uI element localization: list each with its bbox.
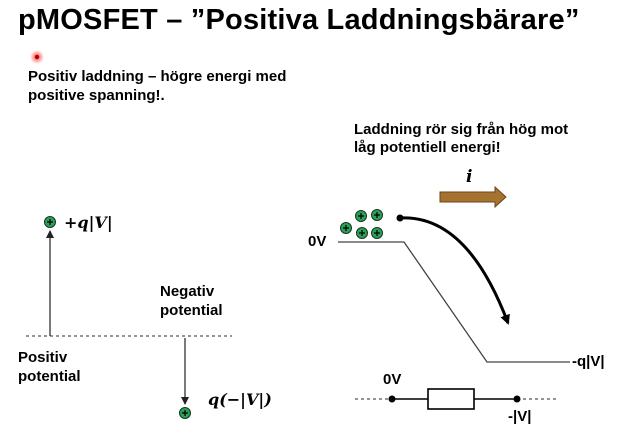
potential-level-line xyxy=(338,241,570,363)
negative-label-line-1: Negativ xyxy=(160,283,215,300)
bottom-level-label: -q|V| xyxy=(572,353,605,370)
charge-icon xyxy=(340,222,352,234)
pointer-dot xyxy=(30,50,44,64)
negative-label-line-2: potential xyxy=(160,302,223,319)
charge-icon xyxy=(371,227,383,239)
intro-line-2: positive spanning!. xyxy=(28,87,165,104)
bottom-charge-icon xyxy=(179,407,191,419)
resistor-circuit xyxy=(355,388,556,410)
node-left xyxy=(388,395,396,403)
right-note-line-2: låg potentiell energi! xyxy=(354,139,501,156)
resistor-icon xyxy=(427,388,475,410)
current-symbol: i xyxy=(466,167,473,187)
top-level-label: 0V xyxy=(308,233,327,250)
motion-arrow xyxy=(399,216,510,325)
intro-line-1: Positiv laddning – högre energi med xyxy=(28,68,287,85)
positive-label-line-2: potential xyxy=(18,368,81,385)
top-charge-icon xyxy=(44,216,56,228)
positive-label-line-1: Positiv xyxy=(18,349,68,366)
left-diagram xyxy=(26,216,232,419)
current-arrow xyxy=(439,185,507,209)
charge-icon xyxy=(355,210,367,222)
top-charge-label: +q|V| xyxy=(64,213,113,232)
charge-icon xyxy=(356,227,368,239)
right-note-line-1: Laddning rör sig från hög mot xyxy=(354,121,569,138)
node-right xyxy=(513,395,521,403)
charge-cluster xyxy=(340,209,383,239)
slide-title: pMOSFET – ”Positiva Laddningsbärare” xyxy=(18,4,580,36)
charge-icon xyxy=(371,209,383,221)
resistor-left-label: 0V xyxy=(383,371,402,388)
bottom-charge-label: q(−|V|) xyxy=(208,390,272,409)
resistor-right-label: -|V| xyxy=(508,408,532,425)
right-diagram xyxy=(338,185,570,410)
